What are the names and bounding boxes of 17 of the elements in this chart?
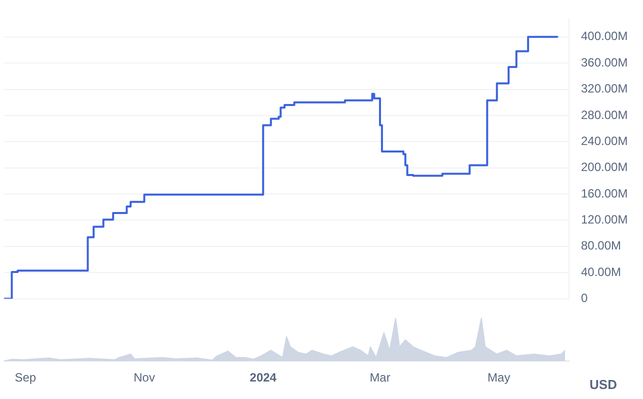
y-tick-label: 200.00M [581, 160, 628, 174]
x-tick-label: Nov [134, 370, 155, 385]
x-tick-label: 2024 [250, 370, 277, 385]
y-tick-label: 80.00M [581, 238, 622, 253]
y-tick-label: 360.00M [581, 55, 628, 70]
x-tick-label: Sep [14, 370, 36, 385]
y-tick-label: 240.00M [581, 134, 628, 148]
x-tick-label: May [488, 370, 510, 385]
y-tick-label: 120.00M [581, 212, 628, 227]
y-tick-label: 40.00M [581, 264, 622, 279]
x-tick-label: Mar [370, 370, 390, 385]
text: USD [590, 377, 617, 392]
y-tick-label: 160.00M [581, 186, 628, 200]
y-tick-label: 320.00M [581, 82, 628, 96]
y-tick-label: 280.00M [581, 108, 628, 122]
y-tick-label: 400.00M [581, 29, 628, 44]
y-tick-label: 0 [581, 291, 588, 306]
